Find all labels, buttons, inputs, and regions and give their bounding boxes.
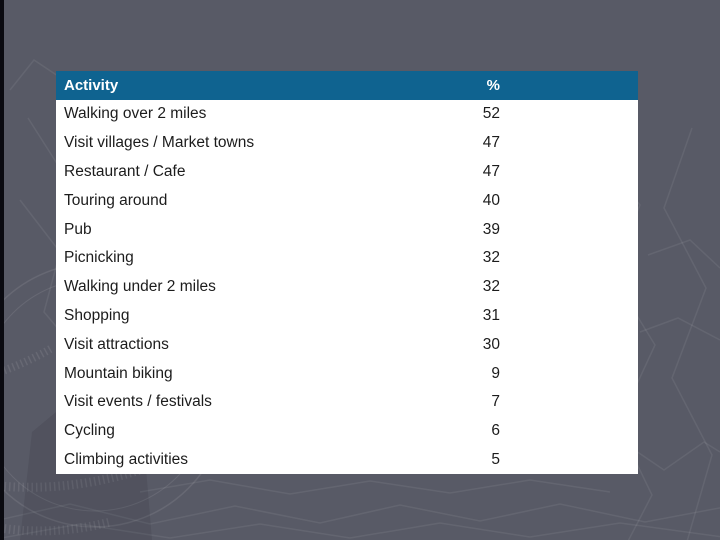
percent-cell: 47 <box>482 162 500 180</box>
activity-cell: Climbing activities <box>64 450 189 468</box>
percent-cell: 5 <box>491 450 500 468</box>
activity-cell: Touring around <box>64 191 168 209</box>
table-row: Picnicking 32 <box>56 243 638 273</box>
activity-cell: Visit events / festivals <box>64 393 212 411</box>
map-zigzag-line <box>0 522 720 539</box>
map-polygon-lines <box>597 149 656 540</box>
table-row: Visit events / festivals 7 <box>56 387 638 417</box>
percent-column-header: % <box>486 77 500 94</box>
activity-column-header: Activity <box>64 77 119 94</box>
percent-cell: 40 <box>482 191 500 209</box>
table-row: Pub 39 <box>56 215 638 244</box>
activity-cell: Pub <box>64 220 92 238</box>
table-row: Shopping 31 <box>56 301 638 331</box>
activity-cell: Visit villages / Market towns <box>64 134 255 152</box>
activity-table: Activity % Walking over 2 miles 52 Visit… <box>56 71 638 475</box>
percent-cell: 31 <box>482 306 500 324</box>
activity-cell: Cycling <box>64 422 115 440</box>
percent-cell: 9 <box>491 364 500 382</box>
percent-cell: 47 <box>482 134 500 152</box>
map-polygon-lines <box>663 127 713 540</box>
percent-cell: 32 <box>482 249 500 267</box>
percent-cell: 7 <box>491 393 500 411</box>
map-zigzag-line <box>0 503 720 525</box>
percent-cell: 32 <box>482 278 500 296</box>
slide-left-edge-strip <box>0 0 4 540</box>
activity-cell: Shopping <box>64 306 130 324</box>
table-row: Walking under 2 miles 32 <box>56 272 638 302</box>
compass-tick-band <box>0 517 112 536</box>
table-row: Walking over 2 miles 52 <box>56 100 638 129</box>
activity-cell: Walking under 2 miles <box>64 278 216 296</box>
compass-tick-band <box>0 344 55 376</box>
percent-cell: 30 <box>482 335 500 353</box>
map-zigzag-line <box>139 479 611 495</box>
table-row: Visit attractions 30 <box>56 330 638 360</box>
table-row: Mountain biking 9 <box>56 359 638 388</box>
table-row: Cycling 6 <box>56 416 638 446</box>
activity-cell: Restaurant / Cafe <box>64 162 186 180</box>
table-row: Climbing activities 5 <box>56 445 638 475</box>
activity-cell: Mountain biking <box>64 364 173 382</box>
percent-cell: 52 <box>482 105 500 123</box>
activity-cell: Walking over 2 miles <box>64 105 207 123</box>
activity-cell: Picnicking <box>64 249 134 267</box>
table-row: Touring around 40 <box>56 186 638 216</box>
table-row: Visit villages / Market towns 47 <box>56 128 638 158</box>
map-polygon-lines <box>639 239 720 341</box>
table-row: Restaurant / Cafe 47 <box>56 157 638 187</box>
percent-cell: 6 <box>491 422 500 440</box>
activity-cell: Visit attractions <box>64 335 169 353</box>
percent-cell: 39 <box>482 220 500 238</box>
table-header-row: Activity % <box>56 71 638 100</box>
